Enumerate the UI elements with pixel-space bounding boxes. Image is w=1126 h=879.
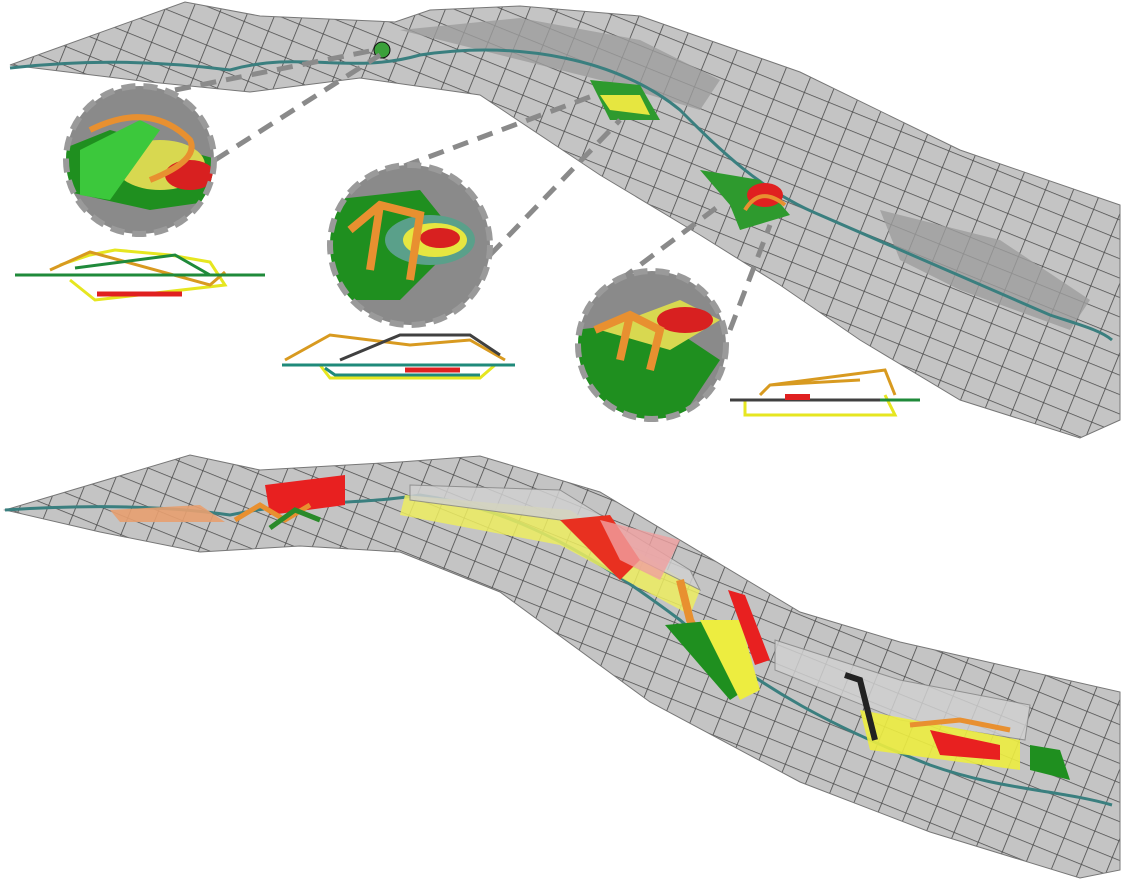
section-yellow — [318, 363, 496, 380]
section-2 — [282, 333, 515, 380]
building-volume — [774, 639, 1031, 741]
tower — [844, 672, 878, 741]
building — [420, 228, 460, 248]
connector — [488, 118, 622, 257]
park — [700, 170, 790, 230]
section-green — [282, 363, 515, 377]
connector — [727, 224, 773, 331]
bridge — [88, 114, 195, 183]
promenade — [400, 495, 700, 615]
section-yellow — [743, 394, 898, 417]
park — [578, 320, 720, 419]
bridge — [593, 310, 665, 371]
zoom-ring — [327, 162, 493, 328]
zoom-ring — [575, 268, 729, 422]
section-dark — [339, 333, 501, 362]
river — [9, 48, 1113, 342]
connector — [174, 47, 376, 93]
building — [600, 520, 680, 580]
zoom-2 — [327, 162, 493, 328]
top-map — [9, 1, 1121, 439]
deck — [80, 120, 160, 200]
map-surface — [9, 1, 1121, 439]
zoom-3 — [575, 268, 729, 422]
park — [1030, 745, 1070, 780]
connector — [618, 203, 722, 282]
building — [728, 590, 770, 665]
section-green — [15, 253, 265, 277]
section-orange — [284, 333, 506, 362]
zoom-ring — [63, 83, 217, 237]
path — [268, 507, 321, 531]
zoom-content — [330, 165, 490, 325]
plaza — [700, 620, 760, 700]
zoom-content — [66, 86, 214, 234]
district — [880, 210, 1090, 330]
building-volume — [409, 484, 702, 592]
connector — [213, 52, 382, 163]
building — [657, 307, 713, 333]
building — [110, 505, 225, 522]
section-orange — [758, 368, 897, 397]
bottom-map — [3, 454, 1121, 879]
bridge — [909, 717, 1011, 733]
section-3 — [730, 368, 920, 417]
connectors — [174, 47, 773, 331]
section-orange — [49, 250, 226, 287]
section-1 — [15, 248, 265, 302]
building — [930, 730, 1000, 760]
zoom-1 — [63, 83, 217, 237]
bridge — [347, 200, 425, 281]
zoom-content — [578, 271, 726, 419]
plaza — [600, 95, 650, 115]
building — [265, 475, 345, 515]
map-surface — [3, 454, 1121, 879]
bridge — [743, 194, 787, 212]
connector — [379, 92, 596, 178]
